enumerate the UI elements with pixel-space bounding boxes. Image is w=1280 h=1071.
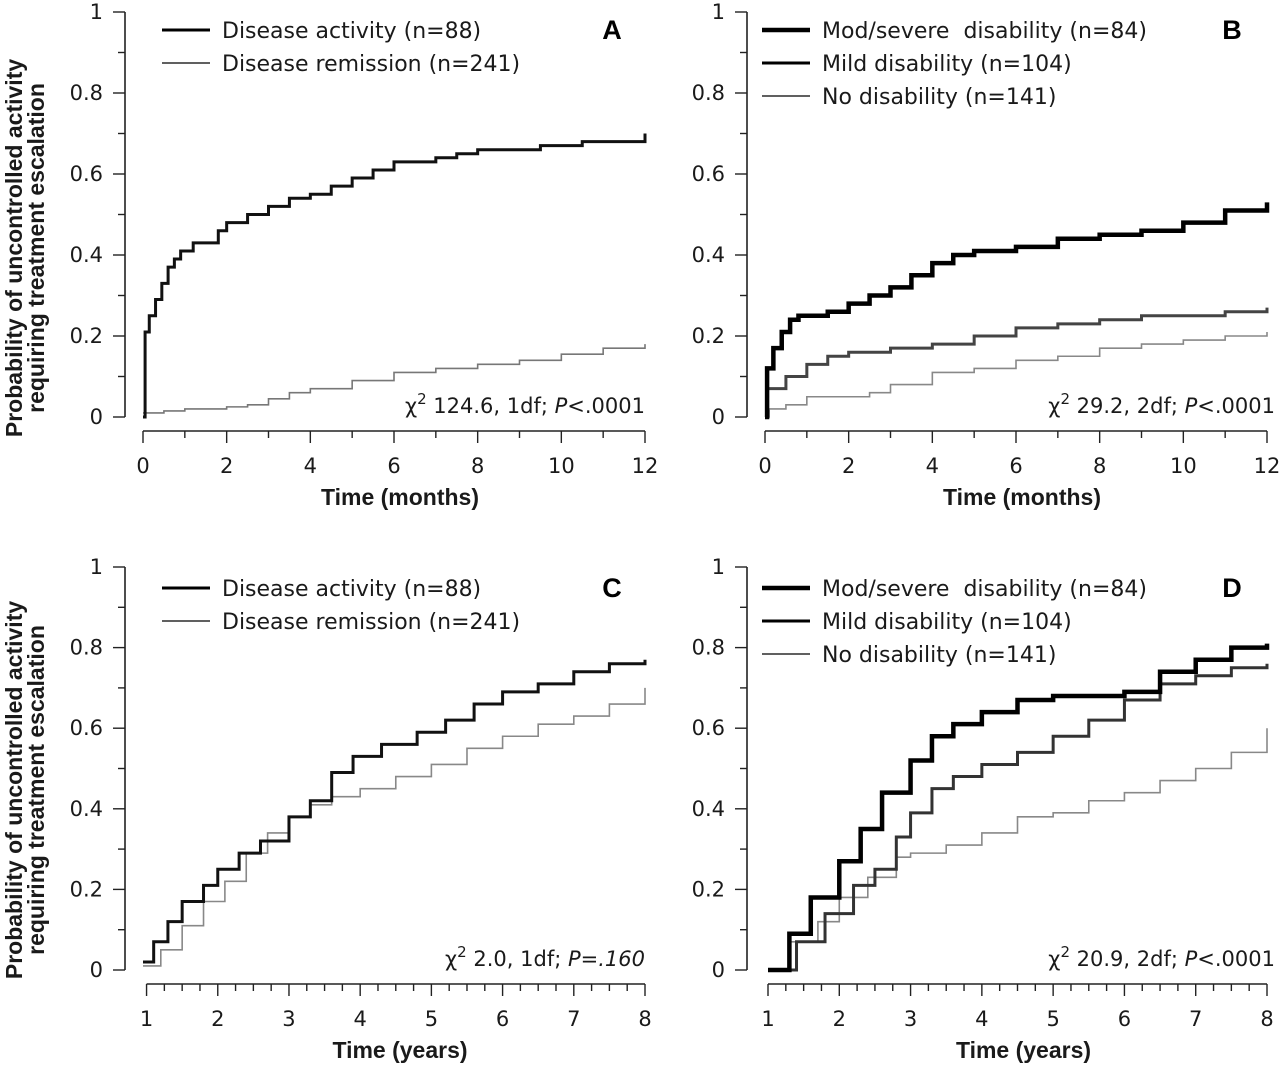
y-tick-label: 0.2 (692, 324, 725, 348)
x-tick-label: 12 (632, 454, 659, 478)
x-tick-label: 7 (567, 1007, 580, 1031)
x-tick-label: 5 (425, 1007, 438, 1031)
series-line-1 (143, 659, 647, 964)
x-tick-label: 5 (1046, 1007, 1059, 1031)
x-axis-title: Time (months) (321, 484, 479, 510)
y-axis-title-line2: requiring treatment escalation (23, 83, 49, 413)
y-tick-label: 0.2 (70, 877, 103, 901)
y-tick-label: 0.6 (692, 162, 725, 186)
stat-annotation: χ2 124.6, 1df; P<.0001 (405, 390, 645, 418)
series-line-1 (764, 202, 1270, 420)
y-tick-label: 0 (712, 405, 725, 429)
legend-label: No disability (n=141) (822, 85, 1056, 110)
x-tick-label: 4 (353, 1007, 366, 1031)
series-line-1 (768, 643, 1270, 973)
legend-label: No disability (n=141) (822, 643, 1056, 668)
x-tick-label: 8 (1260, 1007, 1273, 1031)
x-tick-label: 2 (842, 454, 855, 478)
x-tick-label: 8 (638, 1007, 651, 1031)
x-tick-label: 1 (140, 1007, 153, 1031)
y-tick-label: 0.6 (692, 716, 725, 740)
series-line-2 (143, 687, 646, 967)
y-tick-label: 0.2 (692, 877, 725, 901)
stat-annotation: χ2 2.0, 1df; P=.160 (445, 943, 645, 971)
y-tick-label: 0 (712, 958, 725, 982)
legend-label: Mod/severe disability (n=84) (822, 577, 1147, 602)
x-tick-label: 3 (904, 1007, 917, 1031)
x-tick-label: 6 (496, 1007, 509, 1031)
y-tick-label: 0.4 (692, 243, 725, 267)
series-line-1 (143, 133, 647, 419)
x-tick-label: 0 (136, 454, 149, 478)
x-tick-label: 2 (833, 1007, 846, 1031)
y-tick-label: 0.4 (692, 797, 725, 821)
y-tick-label: 0.8 (692, 81, 725, 105)
series-line-2 (143, 344, 646, 414)
x-tick-label: 4 (926, 454, 939, 478)
legend-label: Disease remission (n=241) (222, 52, 520, 77)
panel-letter: B (1222, 15, 1242, 45)
x-tick-label: 2 (211, 1007, 224, 1031)
x-tick-label: 8 (1093, 454, 1106, 478)
x-tick-label: 6 (1009, 454, 1022, 478)
y-tick-label: 0.4 (70, 243, 103, 267)
y-tick-label: 1 (90, 555, 103, 579)
x-tick-label: 0 (758, 454, 771, 478)
legend-label: Mod/severe disability (n=84) (822, 19, 1147, 44)
x-tick-label: 4 (975, 1007, 988, 1031)
panel-letter: D (1222, 573, 1242, 603)
stat-annotation: χ2 20.9, 2df; P<.0001 (1048, 943, 1275, 971)
y-axis-title-top: Probability of uncontrolled activity req… (1, 59, 49, 437)
y-tick-label: 0.2 (70, 324, 103, 348)
x-tick-label: 3 (282, 1007, 295, 1031)
panel-d: 0 0.2 0.4 0.6 0.8 1 1 2 3 4 5 6 7 8 Time (years) Mod/se… (692, 555, 1275, 1063)
y-axis-title-line2: requiring treatment escalation (23, 625, 49, 955)
y-tick-label: 1 (90, 0, 103, 24)
y-tick-label: 0.8 (692, 636, 725, 660)
y-tick-label: 0.6 (70, 162, 103, 186)
y-tick-label: 0 (90, 405, 103, 429)
series-line-2 (768, 663, 1269, 972)
x-tick-label: 2 (220, 454, 233, 478)
y-tick-label: 1 (712, 0, 725, 24)
x-tick-label: 8 (471, 454, 484, 478)
y-axis-title-line1: Probability of uncontrolled activity (1, 59, 27, 437)
panel-letter: A (602, 15, 622, 45)
x-tick-label: 7 (1189, 1007, 1202, 1031)
legend-label: Mild disability (n=104) (822, 610, 1072, 635)
y-tick-label: 0.8 (70, 81, 103, 105)
x-tick-label: 10 (548, 454, 575, 478)
y-axis-title-bottom: Probability of uncontrolled activity req… (1, 601, 49, 979)
legend-label: Disease activity (n=88) (222, 19, 481, 44)
x-axis-title: Time (years) (956, 1037, 1091, 1063)
y-tick-label: 1 (712, 555, 725, 579)
x-tick-label: 1 (761, 1007, 774, 1031)
stat-annotation: χ2 29.2, 2df; P<.0001 (1048, 390, 1275, 418)
x-tick-label: 12 (1254, 454, 1280, 478)
legend-label: Disease remission (n=241) (222, 610, 520, 635)
y-tick-label: 0.6 (70, 716, 103, 740)
series-line-2 (765, 307, 1269, 419)
legend-label: Mild disability (n=104) (822, 52, 1072, 77)
x-axis-title: Time (months) (943, 484, 1101, 510)
legend-label: Disease activity (n=88) (222, 577, 481, 602)
y-tick-label: 0 (90, 958, 103, 982)
panel-letter: C (602, 573, 622, 603)
x-tick-label: 6 (387, 454, 400, 478)
series-line-3 (765, 331, 1268, 418)
x-tick-label: 6 (1118, 1007, 1131, 1031)
x-axis-title: Time (years) (332, 1037, 467, 1063)
y-tick-label: 0.8 (70, 636, 103, 660)
panel-c: 0 0.2 0.4 0.6 0.8 1 1 2 3 4 5 6 7 8 Time (years) Diseas… (70, 555, 652, 1063)
x-tick-label: 10 (1170, 454, 1197, 478)
y-axis-title-line1: Probability of uncontrolled activity (1, 601, 27, 979)
x-tick-label: 4 (304, 454, 317, 478)
y-tick-label: 0.4 (70, 797, 103, 821)
